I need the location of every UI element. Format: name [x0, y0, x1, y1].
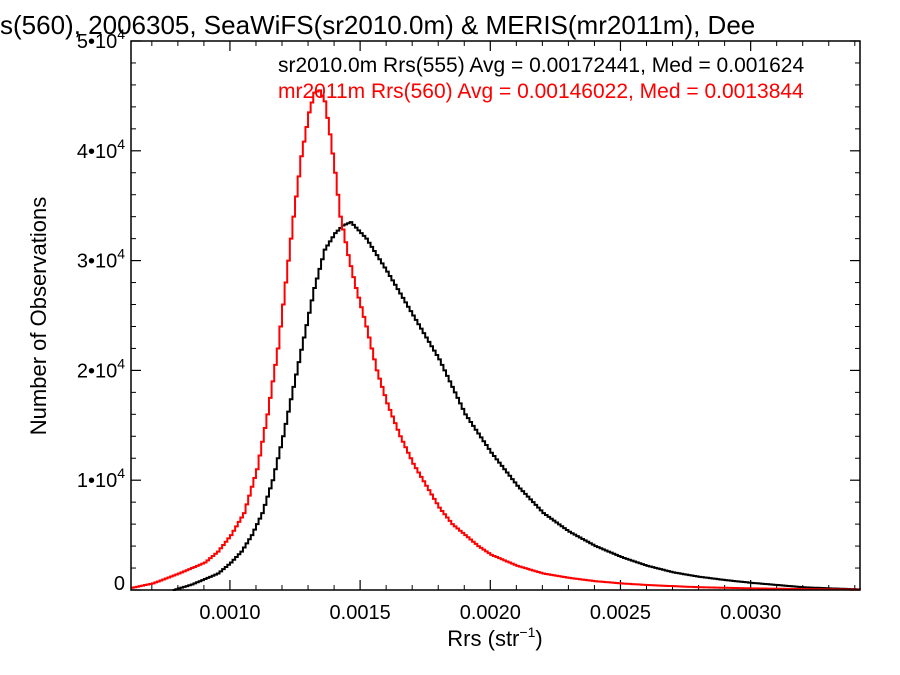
y-tick-label: 1•104 — [77, 465, 125, 492]
x-tick-label: 0.0010 — [199, 602, 260, 624]
legend-entry-mr2011: mr2011m Rrs(560) Avg = 0.00146022, Med =… — [278, 80, 804, 103]
y-tick-label: 2•104 — [77, 355, 125, 382]
x-tick-label: 0.0015 — [330, 602, 391, 624]
plot-frame — [130, 40, 861, 591]
legend-entry-sr2010: sr2010.0m Rrs(555) Avg = 0.00172441, Med… — [278, 54, 804, 77]
series-line-0 — [172, 221, 861, 591]
series-layer — [131, 89, 861, 591]
y-axis: 0 1•104 2•104 3•104 4•104 5•104 — [77, 26, 860, 595]
x-tick-label: 0.0025 — [590, 602, 651, 624]
x-axis-label: Rrs (str−1) — [447, 624, 542, 651]
x-tick-label: 0.0020 — [460, 602, 521, 624]
y-tick-label: 5•104 — [77, 26, 125, 53]
y-tick-label: 4•104 — [77, 136, 125, 163]
x-tick-label: 0.0030 — [720, 602, 781, 624]
chart-title: s(560), 2006305, SeaWiFS(sr2010.0m) & ME… — [0, 10, 755, 40]
x-axis: 0.0010 0.0015 0.0020 0.0025 0.0030 — [151, 41, 856, 624]
y-axis-label: Number of Observations — [26, 197, 51, 435]
legend: sr2010.0m Rrs(555) Avg = 0.00172441, Med… — [278, 54, 804, 103]
y-tick-label: 3•104 — [77, 246, 125, 273]
y-tick-label: 0 — [114, 573, 125, 595]
series-line-1 — [131, 89, 861, 591]
